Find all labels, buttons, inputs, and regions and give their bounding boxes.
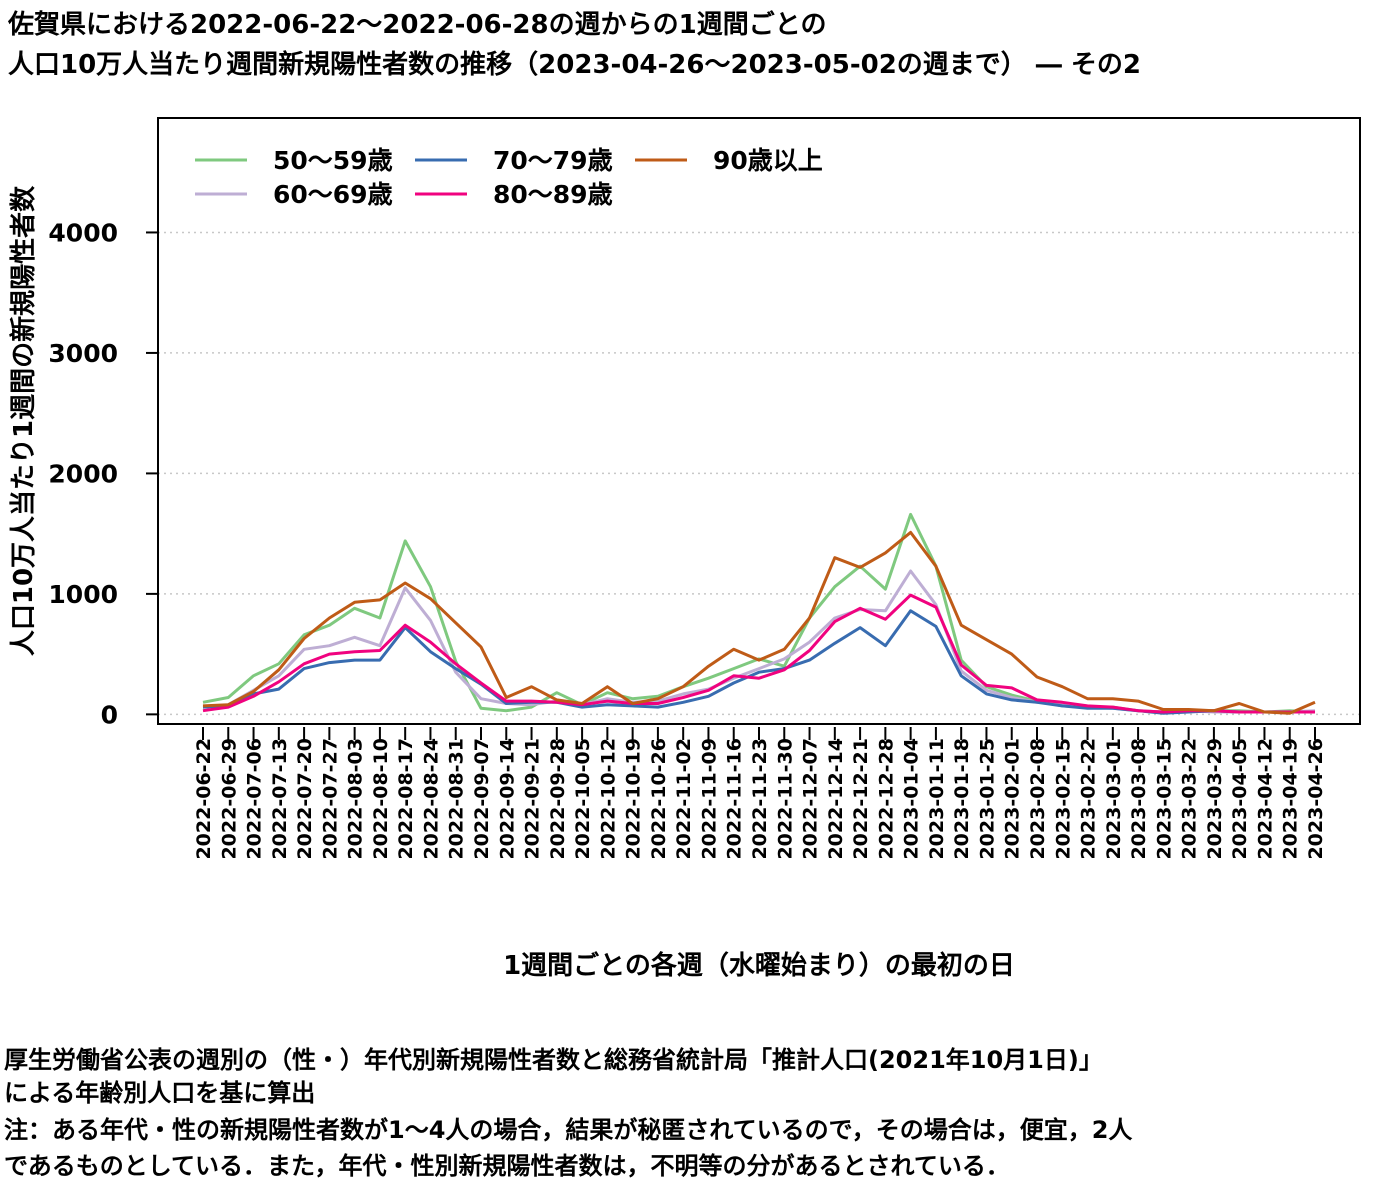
x-tick-label: 2023-01-04 — [901, 738, 923, 860]
x-tick-label: 2022-07-13 — [269, 738, 291, 860]
x-tick-label: 2023-04-05 — [1229, 738, 1251, 860]
legend-label: 90歳以上 — [713, 146, 823, 175]
x-tick-label: 2022-12-07 — [800, 738, 822, 860]
x-tick-label: 2022-10-26 — [648, 738, 670, 860]
x-tick-label: 2022-12-14 — [825, 738, 847, 860]
legend-label: 50〜59歳 — [273, 146, 393, 175]
x-tick-label: 2022-11-09 — [698, 738, 720, 860]
x-tick-label: 2023-03-15 — [1153, 738, 1175, 860]
x-tick-label: 2022-06-29 — [218, 738, 240, 860]
x-tick-label: 2022-11-16 — [724, 738, 746, 860]
x-tick-label: 2022-10-12 — [597, 738, 619, 860]
y-tick-label: 4000 — [48, 218, 118, 247]
x-tick-label: 2023-03-01 — [1103, 738, 1125, 860]
x-tick-label: 2023-03-29 — [1204, 738, 1226, 860]
legend-label: 70〜79歳 — [493, 146, 613, 175]
footnote-line3: 注：ある年代・性の新規陽性者数が1〜4人の場合，結果が秘匿されているので，その場… — [4, 1116, 1133, 1144]
x-tick-label: 2022-09-07 — [471, 738, 493, 860]
x-tick-label: 2022-11-02 — [673, 738, 695, 860]
x-axis-label: 1週間ごとの各週（水曜始まり）の最初の日 — [503, 950, 1015, 981]
series-line — [202, 512, 1316, 714]
footnote-line2: による年齢別人口を基に算出 — [4, 1079, 316, 1107]
x-tick-label: 2022-10-19 — [623, 738, 645, 860]
chart-title-line1: 佐賀県における2022-06-22〜2022-06-28の週からの1週間ごとの — [8, 10, 827, 40]
x-tick-label: 2022-11-30 — [774, 738, 796, 860]
legend-label: 60〜69歳 — [273, 180, 393, 209]
x-tick-label: 2023-03-08 — [1128, 738, 1150, 860]
legend-label: 80〜89歳 — [493, 180, 613, 209]
x-tick-label: 2023-03-22 — [1179, 738, 1201, 860]
x-tick-label: 2023-04-19 — [1280, 738, 1302, 860]
x-tick-label: 2023-04-12 — [1254, 738, 1276, 860]
x-tick-label: 2022-08-17 — [395, 738, 417, 860]
x-tick-label: 2023-02-22 — [1078, 738, 1100, 860]
plot-frame — [157, 117, 1361, 725]
chart-title-line2: 人口10万人当たり週間新規陽性者数の推移（2023-04-26〜2023-05-… — [8, 50, 1141, 80]
x-tick-label: 2022-09-14 — [496, 738, 518, 860]
x-tick-label: 2022-07-20 — [294, 738, 316, 860]
series-line — [202, 530, 1316, 715]
footnote-line1: 厚生労働省公表の週別の（性・）年代別新規陽性者数と総務省統計局「推計人口(202… — [4, 1046, 1103, 1074]
x-tick-label: 2022-07-06 — [244, 738, 266, 860]
x-tick-label: 2022-07-27 — [319, 738, 341, 860]
y-tick-label: 1000 — [48, 580, 118, 609]
x-tick-label: 2023-01-25 — [976, 738, 998, 860]
x-tick-label: 2022-08-03 — [345, 738, 367, 860]
x-tick-label: 2022-08-24 — [420, 738, 442, 860]
y-tick-label: 0 — [101, 700, 118, 729]
x-tick-label: 2022-06-22 — [193, 738, 215, 860]
footnote-line4: であるものとしている．また，年代・性別新規陽性者数は，不明等の分があるとされてい… — [4, 1152, 1010, 1180]
x-tick-label: 2022-08-31 — [446, 738, 468, 860]
x-tick-label: 2023-01-18 — [951, 738, 973, 860]
x-tick-label: 2023-02-15 — [1052, 738, 1074, 860]
x-tick-label: 2022-09-28 — [547, 738, 569, 860]
series-line — [202, 593, 1315, 714]
x-tick-label: 2023-02-01 — [1002, 738, 1024, 860]
x-tick-label: 2022-09-21 — [522, 738, 544, 860]
y-axis-label: 人口10万人当たり1週間の新規陽性者数 — [8, 185, 39, 656]
x-tick-label: 2023-04-26 — [1305, 738, 1327, 860]
series-line — [202, 569, 1316, 714]
x-tick-label: 2022-12-28 — [875, 738, 897, 860]
x-tick-label: 2023-02-08 — [1027, 738, 1049, 860]
series-line — [202, 609, 1315, 715]
x-tick-label: 2022-08-10 — [370, 738, 392, 860]
x-tick-label: 2023-01-11 — [926, 738, 948, 860]
y-tick-label: 2000 — [48, 459, 118, 488]
x-tick-label: 2022-12-21 — [850, 738, 872, 860]
x-tick-label: 2022-10-05 — [572, 738, 594, 860]
x-tick-label: 2022-11-23 — [749, 738, 771, 860]
y-tick-label: 3000 — [48, 339, 118, 368]
